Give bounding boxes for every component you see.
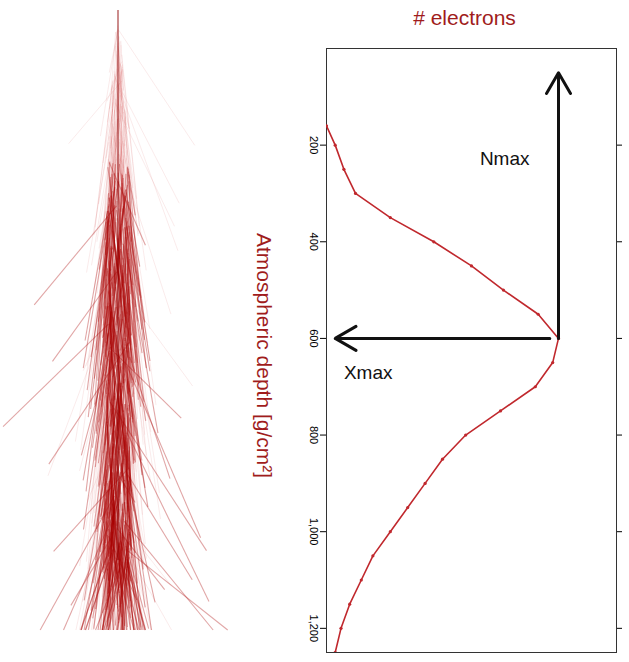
- html-text:Atmospheric depth [g/cm²]: Atmospheric depth [g/cm²]: [253, 233, 276, 479]
- svg-text:1,000: 1,000: [308, 518, 320, 546]
- html-text:# electrons: # electrons: [413, 6, 516, 29]
- svg-text:400: 400: [308, 233, 320, 251]
- svg-text:200: 200: [308, 136, 320, 154]
- svg-text:1,200: 1,200: [308, 615, 320, 643]
- svg-text:Nmax: Nmax: [480, 148, 530, 169]
- svg-text:600: 600: [308, 329, 320, 347]
- svg-text:Xmax: Xmax: [344, 362, 393, 383]
- svg-text:800: 800: [308, 426, 320, 444]
